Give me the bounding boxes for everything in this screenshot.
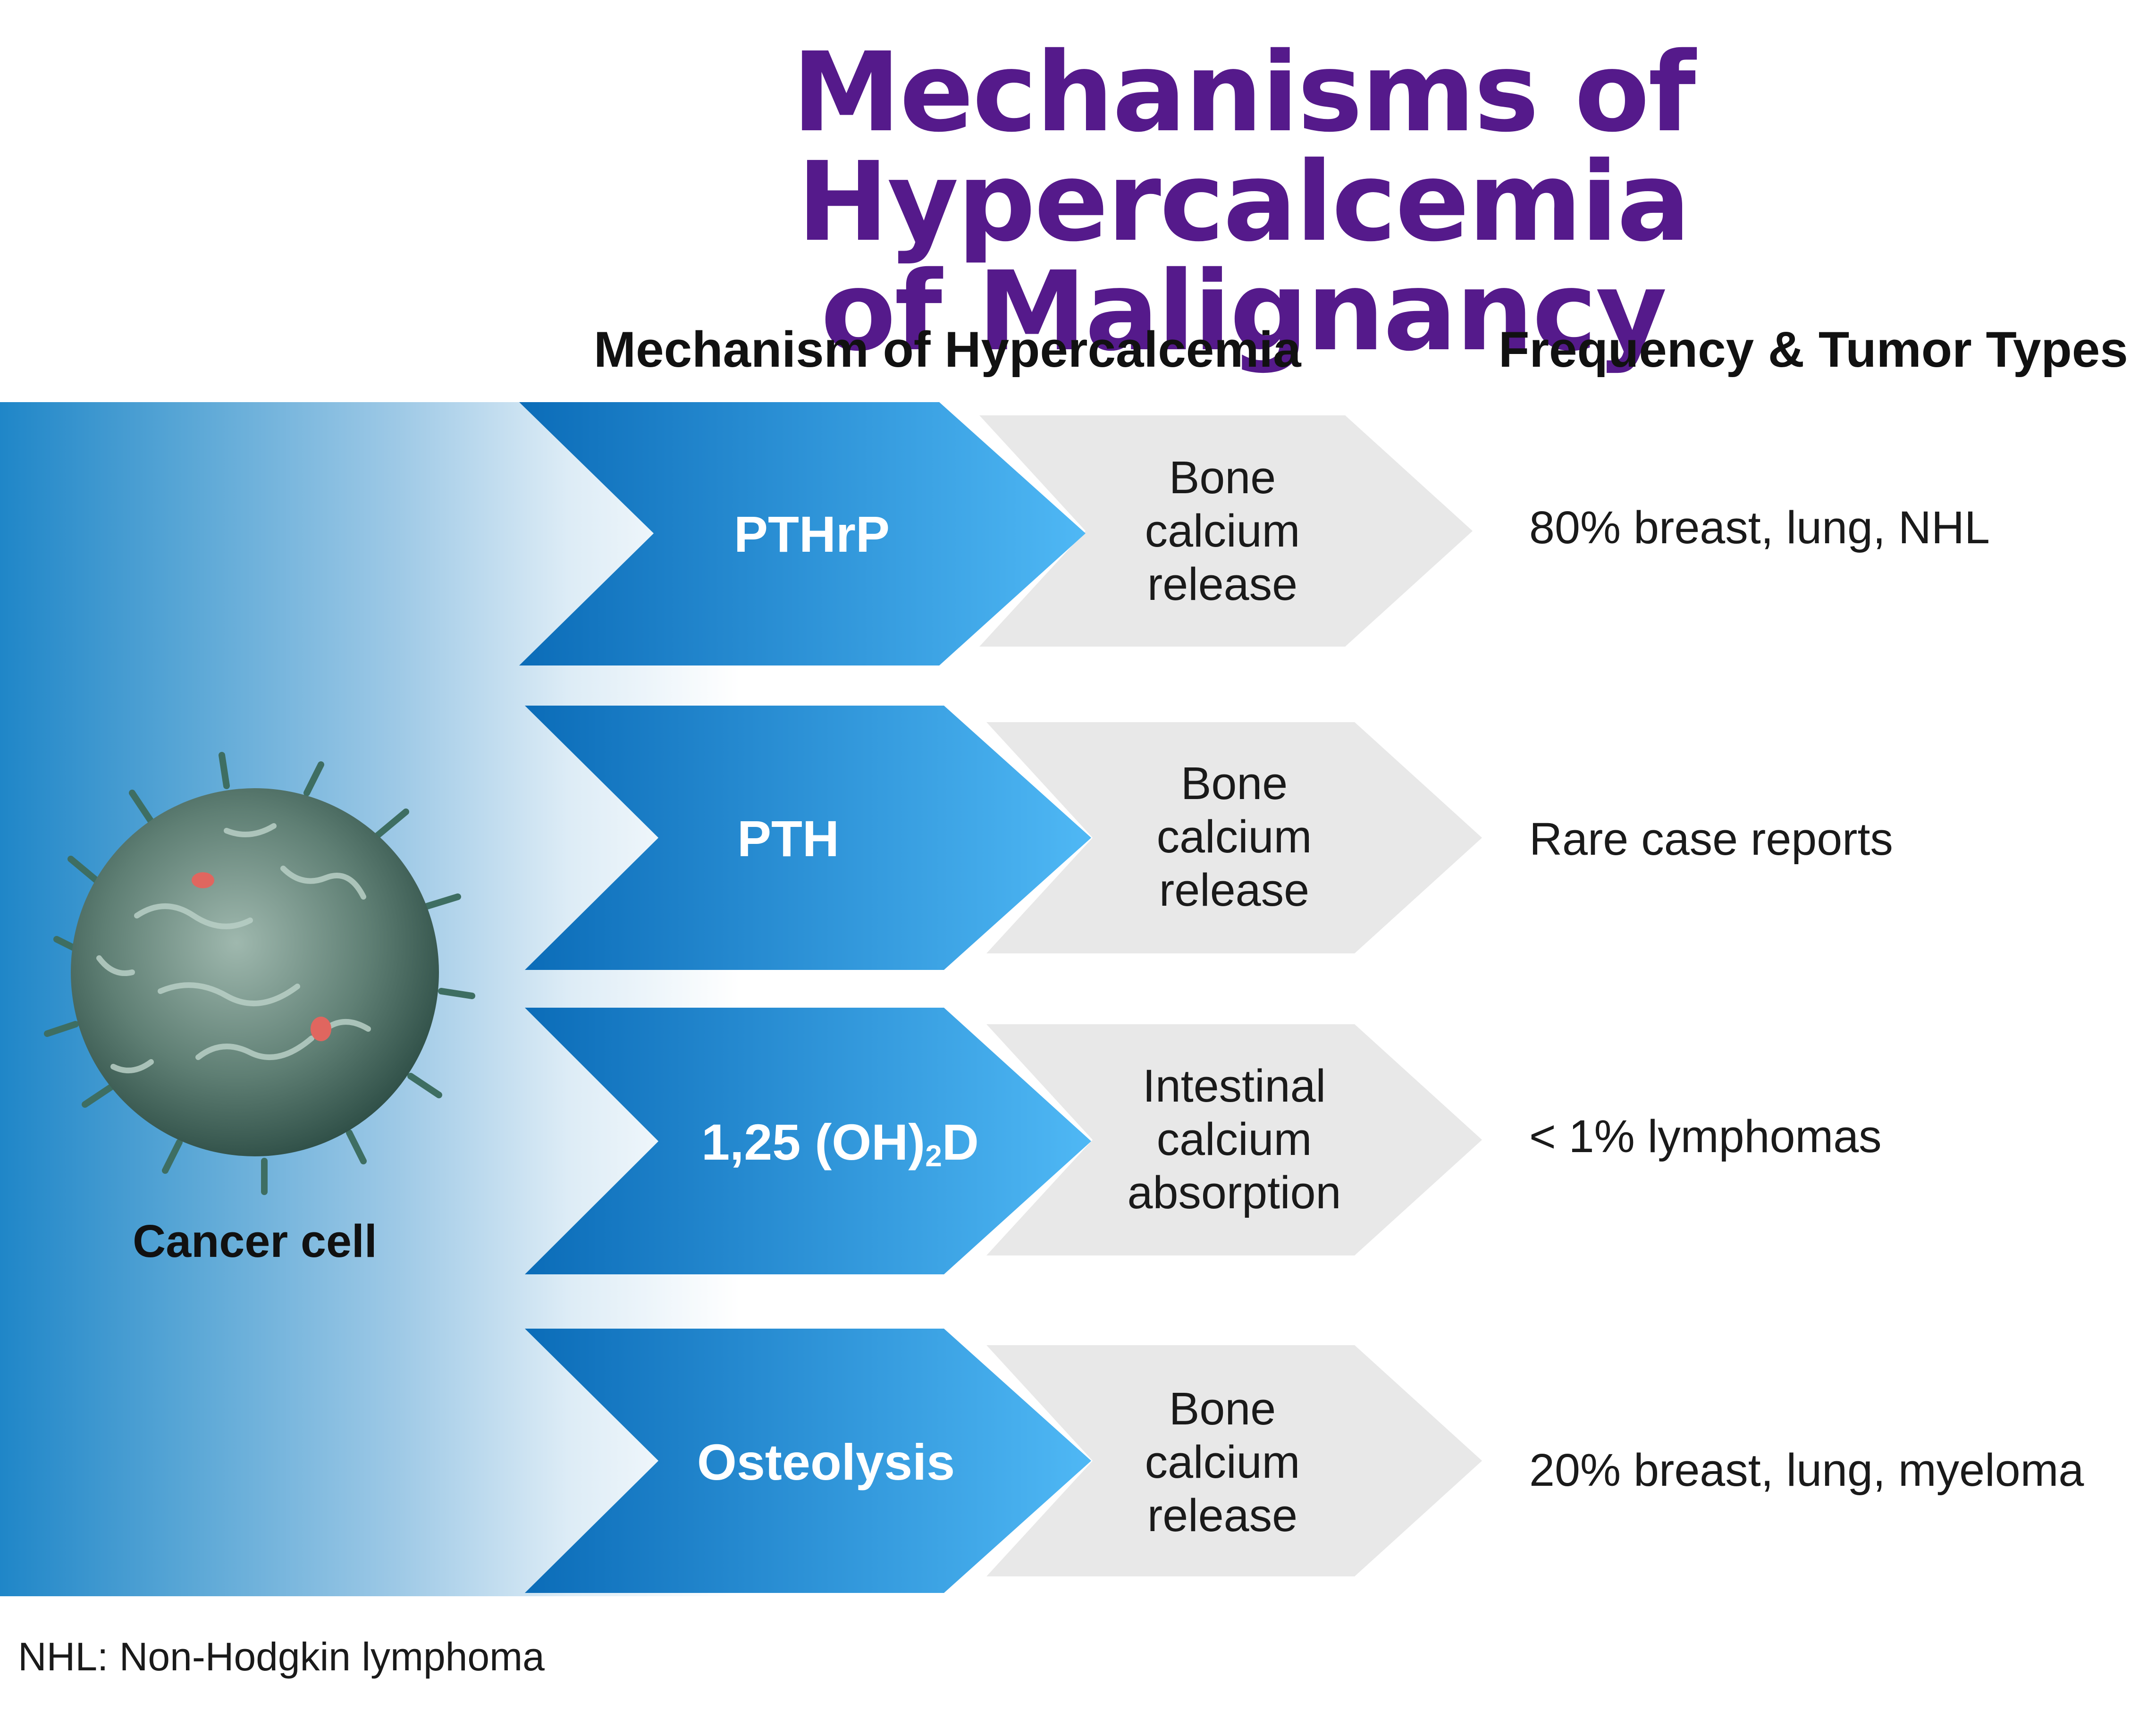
mechanism-label-vitamin-d: 1,25 (OH)2D bbox=[701, 1113, 979, 1173]
mechanism-column-header: Mechanism of Hypercalcemia bbox=[594, 321, 1301, 378]
chevron-4 bbox=[525, 1329, 1091, 1593]
title-line-2: of Malignancy bbox=[820, 248, 1667, 375]
frequency-label-1: 80% breast, lung, NHL bbox=[1529, 502, 1990, 553]
chevron-3 bbox=[525, 1008, 1091, 1274]
cancer-cell-caption: Cancer cell bbox=[133, 1215, 377, 1267]
frequency-label-3: < 1% lymphomas bbox=[1529, 1111, 1882, 1162]
cancer-cell-image bbox=[44, 752, 475, 1195]
effect-label-2: Bone calcium release bbox=[1156, 758, 1312, 916]
footnote: NHL: Non-Hodgkin lymphoma bbox=[18, 1634, 545, 1679]
effect-arrow-4 bbox=[986, 1345, 1482, 1576]
frequency-label-4: 20% breast, lung, myeloma bbox=[1529, 1444, 2084, 1496]
effect-arrow-3 bbox=[986, 1024, 1482, 1255]
effect-label-4: Bone calcium release bbox=[1145, 1383, 1300, 1541]
effect-label-3: Intestinal calcium absorption bbox=[1127, 1060, 1341, 1218]
effect-arrow-2 bbox=[986, 722, 1482, 953]
mechanism-label-pth: PTH bbox=[737, 810, 839, 867]
chevron-2 bbox=[525, 706, 1091, 970]
effect-label-1: Bone calcium release bbox=[1145, 452, 1300, 610]
effect-arrow-1 bbox=[979, 415, 1473, 647]
frequency-label-2: Rare case reports bbox=[1529, 813, 1893, 865]
frequency-column-header: Frequency & Tumor Types bbox=[1499, 321, 2128, 378]
mechanism-label-osteolysis: Osteolysis bbox=[697, 1433, 955, 1491]
page-title: Mechanisms of Hypercalcemia of Malignanc… bbox=[0, 38, 2156, 366]
mechanism-label-pthrp: PTHrP bbox=[733, 505, 890, 563]
title-line-1: Mechanisms of Hypercalcemia bbox=[792, 29, 1696, 266]
chevron-1 bbox=[519, 402, 1086, 665]
